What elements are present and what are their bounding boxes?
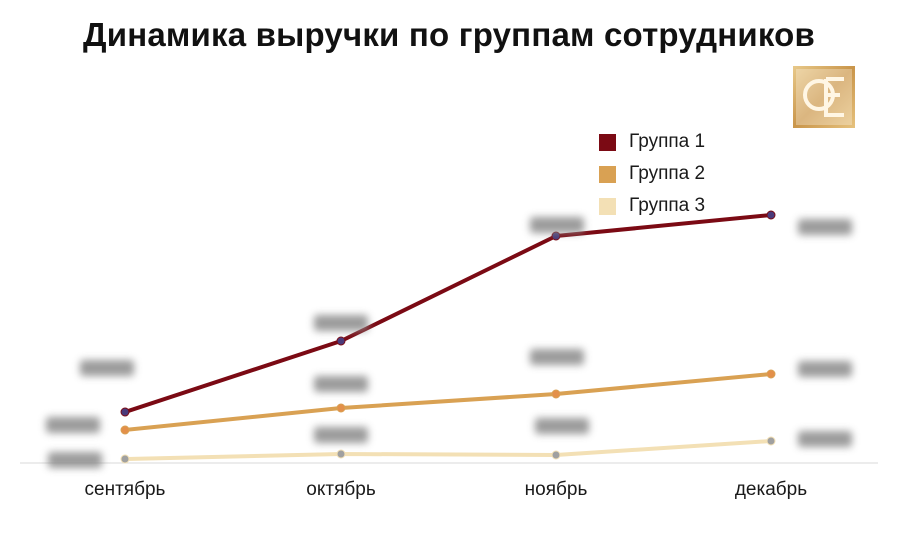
data-label-blurred — [530, 217, 584, 233]
data-label-blurred — [314, 376, 368, 392]
legend-item: Группа 1 — [599, 126, 705, 158]
data-point — [120, 407, 130, 417]
data-point — [336, 336, 346, 346]
data-label-blurred — [314, 315, 368, 331]
legend-swatch — [599, 133, 616, 151]
legend-label: Группа 2 — [629, 163, 706, 184]
data-label-blurred — [798, 361, 852, 377]
x-tick-label: декабрь — [735, 479, 807, 500]
x-tick-label: ноябрь — [525, 479, 588, 500]
data-point — [551, 231, 561, 241]
data-label-blurred — [46, 417, 100, 433]
legend-item: Группа 2 — [599, 158, 705, 190]
legend-item: Группа 3 — [599, 190, 705, 222]
data-point — [766, 369, 776, 379]
data-label-blurred — [798, 219, 852, 235]
series-line — [124, 213, 772, 414]
data-label-blurred — [314, 427, 368, 443]
legend-label: Группа 1 — [629, 131, 706, 152]
data-label-blurred — [48, 452, 102, 468]
x-tick-label: сентябрь — [85, 479, 166, 500]
legend-swatch — [599, 165, 616, 183]
data-label-blurred — [798, 431, 852, 447]
chart-legend: Группа 1 Группа 2 Группа 3 — [599, 126, 705, 222]
data-point — [766, 436, 776, 446]
legend-swatch — [599, 197, 616, 215]
chart-title: Динамика выручки по группам сотрудников — [83, 16, 815, 53]
series-line — [124, 439, 772, 461]
data-point — [336, 449, 346, 459]
series-line — [124, 372, 772, 432]
data-point — [551, 450, 561, 460]
data-point — [336, 403, 346, 413]
data-point — [120, 425, 130, 435]
data-label-blurred — [80, 360, 134, 376]
data-point — [766, 210, 776, 220]
data-point — [120, 454, 130, 464]
data-point — [551, 389, 561, 399]
x-tick-label: октябрь — [306, 479, 376, 500]
legend-label: Группа 3 — [629, 195, 706, 216]
data-label-blurred — [530, 349, 584, 365]
brand-logo-icon — [792, 65, 856, 129]
data-label-blurred — [535, 418, 589, 434]
